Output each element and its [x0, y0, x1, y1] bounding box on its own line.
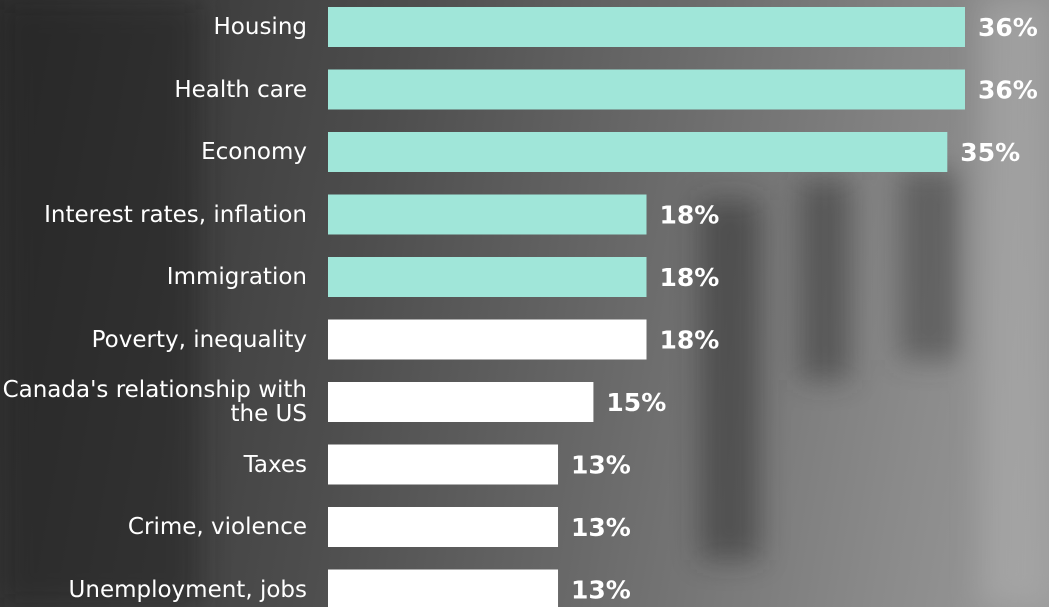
bar — [328, 569, 559, 607]
category-label: Taxes — [243, 451, 307, 478]
bar — [328, 507, 559, 547]
category-label: Economy — [201, 139, 307, 165]
value-label: 13% — [571, 451, 631, 480]
bar — [328, 194, 647, 235]
bar — [328, 132, 948, 172]
category-label: Interest rates, inflation — [44, 201, 307, 228]
category-label: Immigration — [166, 264, 307, 290]
bar — [328, 69, 965, 110]
value-label: 13% — [571, 513, 631, 542]
value-label: 36% — [978, 76, 1038, 105]
value-label: 18% — [660, 263, 720, 292]
category-label: Poverty, inequality — [91, 326, 307, 353]
bar — [328, 257, 647, 297]
value-label: 18% — [660, 326, 720, 355]
bar — [328, 7, 965, 47]
value-label: 13% — [571, 576, 631, 605]
bar — [328, 319, 647, 360]
category-label: Canada's relationship with the US — [2, 377, 307, 427]
bar — [328, 382, 594, 422]
category-label: Housing — [213, 14, 308, 40]
category-label: Unemployment, jobs — [68, 576, 307, 603]
bar — [328, 444, 559, 485]
value-label: 35% — [960, 138, 1020, 167]
value-label: 36% — [978, 13, 1038, 42]
value-label: 15% — [606, 388, 666, 417]
category-label: Health care — [174, 76, 307, 103]
category-label: Crime, violence — [127, 514, 307, 540]
value-label: 18% — [660, 201, 720, 230]
